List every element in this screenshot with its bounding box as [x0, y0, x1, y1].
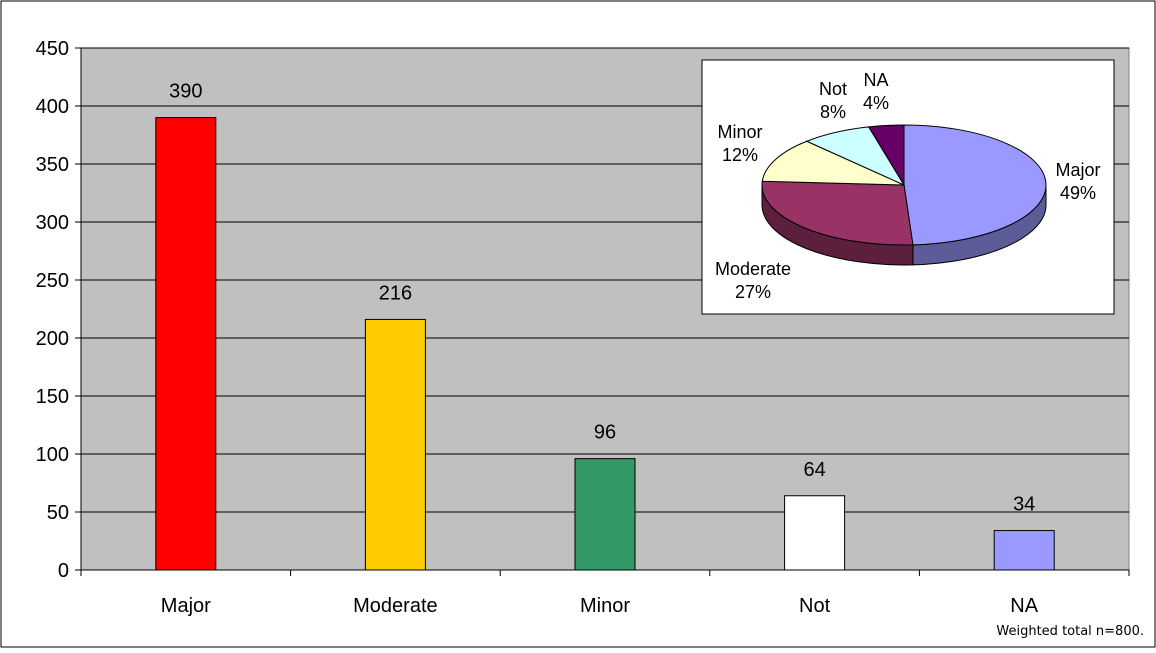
- bar-not: [784, 495, 846, 571]
- bar-value-label: 96: [594, 422, 616, 444]
- pie-percent-label: 12%: [722, 145, 758, 165]
- bars: [155, 117, 1055, 571]
- x-tick-label: Moderate: [353, 595, 438, 617]
- y-tick-label: 0: [58, 560, 69, 582]
- bar-moderate: [364, 318, 426, 571]
- pie-category-label: Major: [1055, 160, 1100, 180]
- pie-category-label: NA: [863, 70, 888, 90]
- pie-slice-major: [903, 124, 1047, 246]
- pie-category-label: Not: [819, 79, 847, 99]
- pie-percent-label: 27%: [735, 282, 771, 302]
- pie-chart: Major 49% Moderate 27% Minor 12% Not 8% NA 4%: [715, 70, 1101, 302]
- bar-na: [993, 530, 1055, 571]
- bar-minor: [574, 458, 636, 571]
- footnote: Weighted total n=800.: [996, 624, 1144, 639]
- y-tick-label: 150: [36, 386, 69, 408]
- pie-inset: Major 49% Moderate 27% Minor 12% Not 8% NA 4%: [701, 59, 1115, 315]
- bar-value-label: 216: [379, 282, 412, 304]
- pie-percent-label: 49%: [1060, 183, 1096, 203]
- pie-category-label: Moderate: [715, 259, 791, 279]
- data-labels: 390 216 96 64 34: [169, 81, 1035, 516]
- bar-major: [155, 117, 217, 571]
- bar-value-label: 64: [803, 459, 825, 481]
- x-tick-label: Minor: [580, 595, 630, 617]
- y-tick-label: 250: [36, 270, 69, 292]
- pie-slice-na: [867, 124, 905, 187]
- x-tick-label: NA: [1010, 595, 1038, 617]
- pie-percent-label: 4%: [863, 93, 889, 113]
- x-tick-label: Major: [161, 595, 211, 617]
- bar-value-label: 34: [1013, 494, 1035, 516]
- bar-value-label: 390: [169, 81, 202, 103]
- pie-slice-minor: [761, 140, 905, 186]
- y-tick-label: 400: [36, 96, 69, 118]
- y-tick-label: 350: [36, 154, 69, 176]
- y-tick-label: 200: [36, 328, 69, 350]
- pie-slice-moderate: [761, 180, 914, 246]
- y-tick-label: 450: [36, 38, 69, 60]
- y-tick-label: 50: [47, 502, 69, 524]
- pie-percent-label: 8%: [820, 102, 846, 122]
- y-tick-label: 100: [36, 444, 69, 466]
- x-tick-label: Not: [799, 595, 831, 617]
- y-tick-label: 300: [36, 212, 69, 234]
- pie-category-label: Minor: [717, 122, 762, 142]
